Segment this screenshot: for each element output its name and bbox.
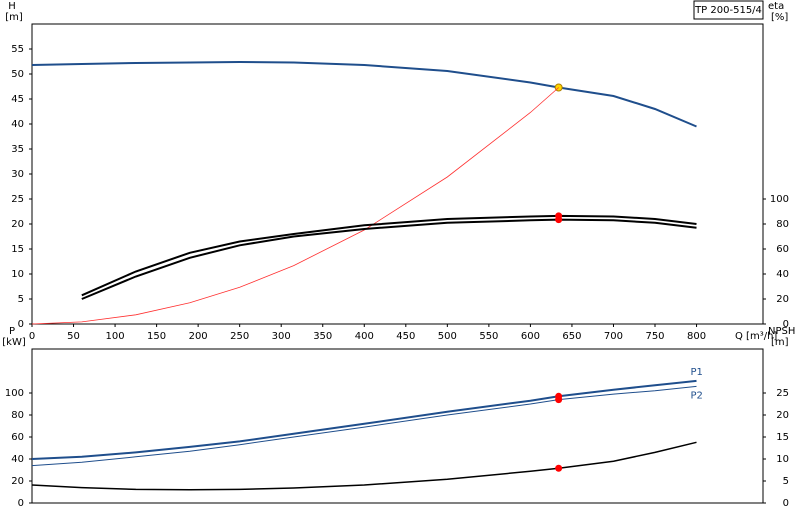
- y-tick-label: 80: [11, 410, 24, 421]
- curve: [31, 60, 697, 128]
- x-tick-label: 200: [189, 331, 208, 342]
- curve: [31, 385, 697, 467]
- y-axis-label: H: [8, 1, 16, 12]
- y2-tick-label: 20: [776, 410, 789, 421]
- y-tick-label: 100: [5, 388, 24, 399]
- y-tick-label: 35: [11, 144, 24, 155]
- y-tick-label: 20: [11, 219, 24, 230]
- y-axis-label: P: [9, 326, 15, 337]
- y2-axis-label: eta: [768, 1, 784, 12]
- chart-title: TP 200-515/4: [694, 5, 762, 16]
- x-tick-label: 600: [521, 331, 540, 342]
- x-tick-label: 400: [355, 331, 374, 342]
- x-tick-label: 800: [687, 331, 706, 342]
- plot-frame: [31, 23, 764, 325]
- y2-axis-unit: [m]: [771, 337, 789, 348]
- x-tick-label: 50: [67, 331, 80, 342]
- y2-tick-label: 15: [776, 432, 789, 443]
- y-axis-unit: [m]: [5, 12, 23, 23]
- x-axis-label: Q [m³/h]: [735, 331, 777, 342]
- y-axis-unit: [kW]: [2, 337, 26, 348]
- x-tick-label: 750: [645, 331, 664, 342]
- y2-tick-label: 100: [770, 194, 789, 205]
- operating-point: [555, 464, 563, 472]
- x-tick-label: 500: [438, 331, 457, 342]
- plot-frame: [31, 348, 764, 504]
- y2-tick-label: 25: [776, 388, 789, 399]
- y2-tick-label: 10: [776, 454, 789, 465]
- y2-tick-label: 0: [783, 319, 789, 330]
- title-box: [693, 0, 764, 20]
- y-tick-label: 50: [11, 69, 24, 80]
- curve: [31, 379, 697, 460]
- y-tick-label: 55: [11, 44, 24, 55]
- y2-tick-label: 5: [783, 476, 789, 487]
- operating-point: [555, 396, 563, 404]
- legend-label: P2: [691, 390, 703, 401]
- curve: [31, 87, 559, 325]
- y-tick-label: 0: [18, 319, 24, 330]
- x-tick-label: 150: [147, 331, 166, 342]
- y-tick-label: 15: [11, 244, 24, 255]
- y2-tick-label: 80: [776, 219, 789, 230]
- x-tick-label: 450: [396, 331, 415, 342]
- x-tick-label: 350: [313, 331, 332, 342]
- y2-tick-label: 0: [783, 498, 789, 509]
- x-tick-label: 100: [106, 331, 125, 342]
- y-tick-label: 45: [11, 94, 24, 105]
- y-tick-label: 20: [11, 476, 24, 487]
- y-tick-label: 30: [11, 169, 24, 180]
- y-tick-label: 40: [11, 454, 24, 465]
- operating-point: [555, 216, 563, 224]
- y2-tick-label: 60: [776, 244, 789, 255]
- x-tick-label: 700: [604, 331, 623, 342]
- y-tick-label: 25: [11, 194, 24, 205]
- x-tick-label: 650: [562, 331, 581, 342]
- y-tick-label: 5: [18, 294, 24, 305]
- y2-axis-unit: [%]: [771, 12, 788, 23]
- y2-tick-label: 40: [776, 269, 789, 280]
- x-tick-label: 300: [272, 331, 291, 342]
- x-tick-label: 550: [479, 331, 498, 342]
- curve: [81, 214, 697, 297]
- y-tick-label: 40: [11, 119, 24, 130]
- y-tick-label: 60: [11, 432, 24, 443]
- y2-tick-label: 20: [776, 294, 789, 305]
- curve: [81, 218, 697, 300]
- legend-label: P1: [691, 367, 703, 378]
- y-tick-label: 10: [11, 269, 24, 280]
- y2-axis-label: NPSH: [768, 326, 795, 337]
- x-tick-label: 250: [230, 331, 249, 342]
- x-tick-label: 0: [29, 331, 35, 342]
- curve: [31, 441, 697, 491]
- y-tick-label: 0: [18, 498, 24, 509]
